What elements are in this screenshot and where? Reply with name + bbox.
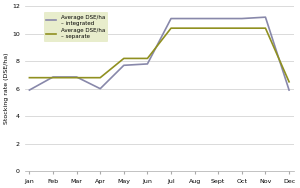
Legend: Average DSE/ha
– integrated, Average DSE/ha
– separate: Average DSE/ha – integrated, Average DSE… — [44, 12, 108, 42]
Y-axis label: Stocking rate (DSE/ha): Stocking rate (DSE/ha) — [4, 53, 9, 124]
